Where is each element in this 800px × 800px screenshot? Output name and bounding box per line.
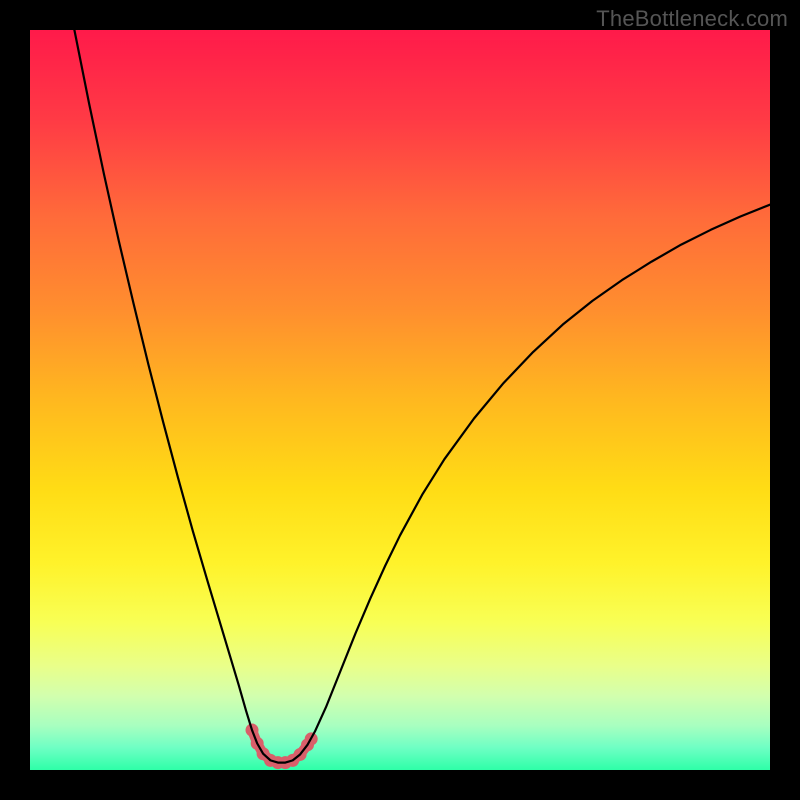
main-curve	[74, 30, 770, 763]
watermark-text: TheBottleneck.com	[596, 6, 788, 32]
canvas: TheBottleneck.com	[0, 0, 800, 800]
plot-area	[30, 30, 770, 770]
curves-layer	[30, 30, 770, 770]
